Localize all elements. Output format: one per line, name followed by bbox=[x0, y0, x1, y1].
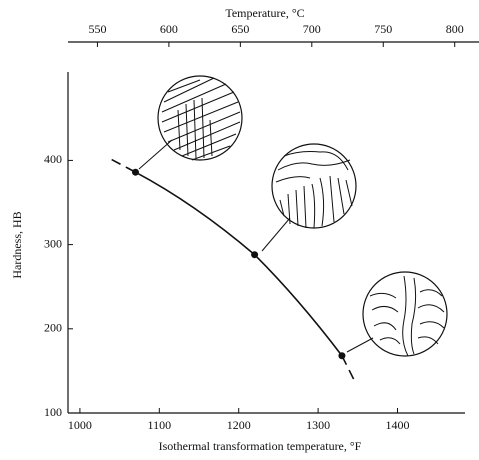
curve-extension bbox=[341, 355, 357, 384]
y-axis-title: Hardness, HB bbox=[10, 211, 24, 278]
y-tick-label: 100 bbox=[44, 405, 62, 419]
data-point bbox=[338, 352, 346, 360]
top-tick-label: 700 bbox=[303, 22, 321, 36]
y-tick-label: 200 bbox=[44, 321, 62, 335]
arrows bbox=[138, 139, 374, 353]
top-tick-label: 750 bbox=[374, 22, 392, 36]
curve-extension bbox=[111, 158, 136, 173]
micrograph-coarse bbox=[362, 271, 448, 357]
top-tick-label: 800 bbox=[446, 22, 464, 36]
x-tick-label: 1200 bbox=[227, 418, 251, 432]
data-point bbox=[131, 168, 139, 176]
x-tick-label: 1300 bbox=[306, 418, 330, 432]
top-tick-label: 650 bbox=[231, 22, 249, 36]
x-axis-title: Isothermal transformation temperature, °… bbox=[159, 439, 362, 453]
x-tick-label: 1400 bbox=[386, 418, 410, 432]
x-tick-label: 1100 bbox=[148, 418, 172, 432]
top-tick-label: 550 bbox=[88, 22, 106, 36]
top-tick-label: 600 bbox=[160, 22, 178, 36]
data-point bbox=[251, 251, 259, 259]
micrograph-fine bbox=[157, 75, 243, 161]
x-tick-label: 1000 bbox=[68, 418, 92, 432]
micrograph-medium bbox=[271, 143, 357, 229]
top-axis-title: Temperature, °C bbox=[225, 6, 304, 20]
y-tick-label: 400 bbox=[44, 152, 62, 166]
y-tick-label: 300 bbox=[44, 236, 62, 250]
